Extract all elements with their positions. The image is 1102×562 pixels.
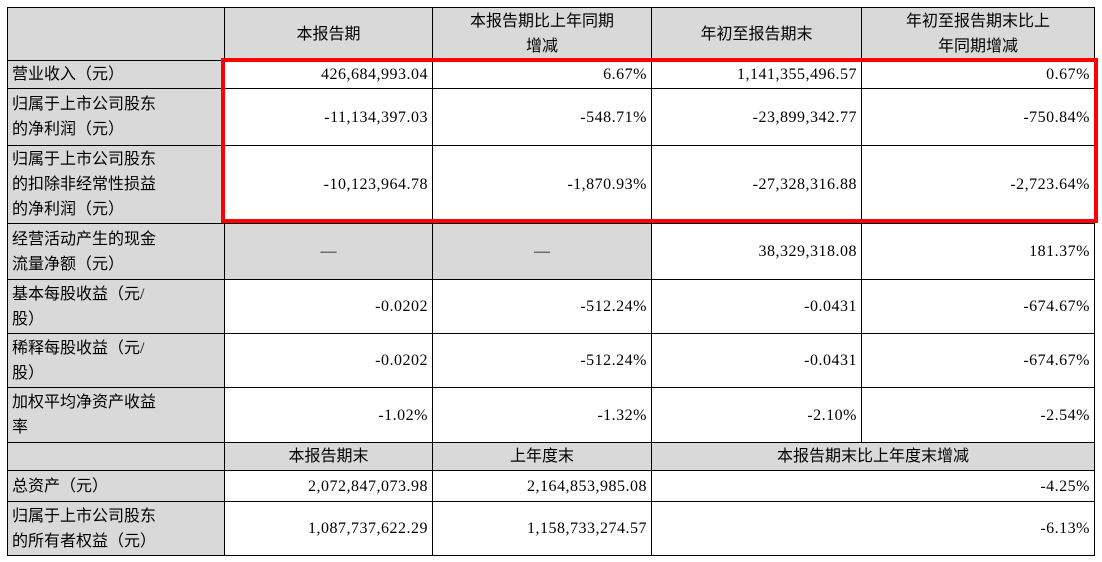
header-ytd-vs-prior: 年初至报告期末比上 年同期增减 — [861, 7, 1095, 61]
value-end-of-prior-year: 1,158,733,274.57 — [432, 501, 652, 556]
row-shareholders-equity: 归属于上市公司股东 的所有者权益（元） 1,087,737,622.29 1,1… — [7, 501, 1095, 556]
value-current-period: 426,684,993.04 — [224, 60, 433, 89]
header-end-of-prior-year: 上年度末 — [432, 442, 652, 471]
row-label: 营业收入（元） — [7, 60, 225, 89]
value-current-period: -11,134,397.03 — [224, 88, 433, 146]
value-end-of-prior-year: 2,164,853,985.08 — [432, 470, 652, 502]
value-ytd: -0.0431 — [651, 333, 862, 388]
header-corner-cell — [7, 7, 225, 61]
value-ytd: -2.10% — [651, 387, 862, 443]
header-period-end-change: 本报告期末比上年度末增减 — [651, 442, 1095, 471]
row-label: 总资产（元） — [7, 470, 225, 502]
value-current-period: -1.02% — [224, 387, 433, 443]
value-current-vs-prior: -512.24% — [432, 333, 652, 388]
value-ytd-vs-prior: -674.67% — [861, 279, 1095, 334]
value-current-vs-prior: -1.32% — [432, 387, 652, 443]
value-current-vs-prior: 6.67% — [432, 60, 652, 89]
value-end-of-period: 1,087,737,622.29 — [224, 501, 433, 556]
row-label: 基本每股收益（元/ 股） — [7, 279, 225, 334]
row-operating-revenue: 营业收入（元） 426,684,993.04 6.67% 1,141,355,4… — [7, 60, 1095, 89]
row-total-assets: 总资产（元） 2,072,847,073.98 2,164,853,985.08… — [7, 470, 1095, 502]
value-current-vs-prior: -512.24% — [432, 279, 652, 334]
value-ytd-vs-prior: -674.67% — [861, 333, 1095, 388]
header-ytd: 年初至报告期末 — [651, 7, 862, 61]
row-net-profit-excl-nonrecurring: 归属于上市公司股东 的扣除非经常性损益 的净利润（元） -10,123,964.… — [7, 145, 1095, 224]
row-label: 加权平均净资产收益 率 — [7, 387, 225, 443]
value-ytd: 38,329,318.08 — [651, 223, 862, 280]
value-current-vs-prior: -1,870.93% — [432, 145, 652, 224]
header-current-period: 本报告期 — [224, 7, 433, 61]
value-ytd-vs-prior: 181.37% — [861, 223, 1095, 280]
value-current-vs-prior: -548.71% — [432, 88, 652, 146]
financial-summary-table: 本报告期 本报告期比上年同期 增减 年初至报告期末 年初至报告期末比上 年同期增… — [7, 7, 1095, 556]
value-ytd: 1,141,355,496.57 — [651, 60, 862, 89]
value-change: -6.13% — [651, 501, 1095, 556]
row-label: 经营活动产生的现金 流量净额（元） — [7, 223, 225, 280]
secondary-header-corner-cell — [7, 442, 225, 471]
value-ytd-vs-prior: 0.67% — [861, 60, 1095, 89]
row-label: 归属于上市公司股东 的扣除非经常性损益 的净利润（元） — [7, 145, 225, 224]
value-end-of-period: 2,072,847,073.98 — [224, 470, 433, 502]
row-label: 归属于上市公司股东 的净利润（元） — [7, 88, 225, 146]
value-current-period: -0.0202 — [224, 333, 433, 388]
value-current-period: -10,123,964.78 — [224, 145, 433, 224]
row-weighted-avg-roe: 加权平均净资产收益 率 -1.02% -1.32% -2.10% -2.54% — [7, 387, 1095, 443]
row-net-profit: 归属于上市公司股东 的净利润（元） -11,134,397.03 -548.71… — [7, 88, 1095, 146]
header-end-of-period: 本报告期末 — [224, 442, 433, 471]
value-current-vs-prior-na: — — [432, 223, 652, 280]
value-ytd-vs-prior: -2.54% — [861, 387, 1095, 443]
row-operating-cash-flow: 经营活动产生的现金 流量净额（元） — — 38,329,318.08 181.… — [7, 223, 1095, 280]
value-ytd-vs-prior: -2,723.64% — [861, 145, 1095, 224]
header-current-vs-prior: 本报告期比上年同期 增减 — [432, 7, 652, 61]
row-diluted-eps: 稀释每股收益（元/ 股） -0.0202 -512.24% -0.0431 -6… — [7, 333, 1095, 388]
value-ytd: -23,899,342.77 — [651, 88, 862, 146]
row-label: 归属于上市公司股东 的所有者权益（元） — [7, 501, 225, 556]
top-header-row: 本报告期 本报告期比上年同期 增减 年初至报告期末 年初至报告期末比上 年同期增… — [7, 7, 1095, 61]
value-ytd-vs-prior: -750.84% — [861, 88, 1095, 146]
value-change: -4.25% — [651, 470, 1095, 502]
secondary-header-row: 本报告期末 上年度末 本报告期末比上年度末增减 — [7, 442, 1095, 471]
row-label: 稀释每股收益（元/ 股） — [7, 333, 225, 388]
value-current-period: -0.0202 — [224, 279, 433, 334]
value-ytd: -27,328,316.88 — [651, 145, 862, 224]
value-current-period-na: — — [224, 223, 433, 280]
row-basic-eps: 基本每股收益（元/ 股） -0.0202 -512.24% -0.0431 -6… — [7, 279, 1095, 334]
value-ytd: -0.0431 — [651, 279, 862, 334]
